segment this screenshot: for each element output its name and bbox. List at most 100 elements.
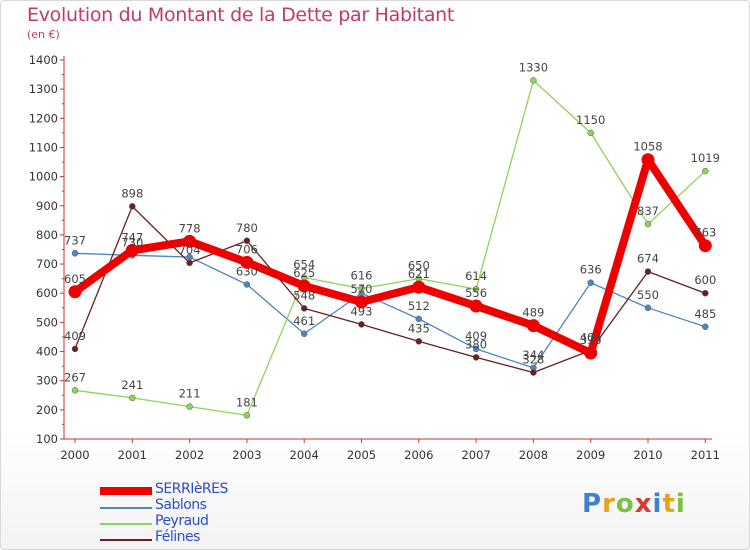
y-tick-label: 1400 [29,53,58,67]
data-point-felines [300,305,308,312]
data-label-peyraud: 837 [637,204,659,218]
y-tick-label: 700 [36,257,58,271]
data-label-peyraud: 1019 [691,151,720,165]
data-label-serrieres: 489 [522,306,544,320]
data-point-serrieres [297,279,311,293]
data-point-felines [243,237,251,245]
data-label-peyraud: 241 [121,378,143,392]
x-tick-label: 2005 [347,448,376,462]
data-point-serrieres [125,243,139,257]
data-label-felines: 328 [522,353,544,367]
data-point-sablons [587,279,594,286]
y-tick-label: 100 [36,432,58,446]
proxiti-logo: Proxiti [582,489,686,519]
logo-letter: o [615,489,635,519]
y-tick-label: 900 [36,199,58,213]
data-label-felines: 493 [351,304,373,318]
data-label-felines: 704 [179,243,201,257]
data-point-peyraud [702,167,709,175]
data-label-felines: 409 [64,329,86,343]
data-point-serrieres [641,153,655,167]
x-tick-label: 2010 [633,448,662,462]
data-label-felines: 548 [293,288,315,302]
data-label-sablons: 730 [121,235,143,249]
legend-label-sablons: Sablons [155,497,207,513]
data-point-peyraud [129,394,136,402]
legend: SERRIèRES Sablons Peyraud Félines [100,481,360,548]
data-label-serrieres: 1058 [633,140,662,154]
data-point-sablons [243,281,251,288]
logo-letter: x [634,489,653,519]
logo-letter: i [675,489,686,519]
data-point-felines [358,321,365,328]
data-point-sablons [71,250,79,257]
legend-swatch-peyraud [100,523,152,525]
data-label-serrieres: 763 [694,226,716,240]
data-point-felines [644,268,652,275]
data-label-felines: 600 [694,273,716,287]
data-point-serrieres [412,280,426,294]
data-point-serrieres [68,285,82,299]
data-point-peyraud [644,220,652,228]
logo-letter: t [662,489,676,519]
data-label-felines: 674 [637,252,659,266]
data-point-felines [530,369,537,376]
x-tick-label: 2000 [60,448,89,462]
y-tick-label: 500 [36,315,58,329]
data-label-peyraud: 181 [236,395,258,409]
x-tick-label: 2007 [461,448,490,462]
legend-item-felines: Félines [100,529,360,548]
data-point-peyraud [472,285,480,293]
data-label-sablons: 737 [64,233,86,247]
data-label-serrieres: 570 [351,282,373,296]
data-label-serrieres: 605 [64,272,86,286]
data-point-serrieres [584,346,598,360]
y-tick-label: 600 [36,286,58,300]
y-tick-label: 1300 [29,82,58,96]
data-point-felines [129,203,136,210]
x-tick-label: 2011 [691,448,720,462]
data-label-sablons: 512 [408,299,430,313]
data-label-serrieres: 706 [236,242,258,256]
logo-letter: P [582,489,603,519]
data-label-sablons: 485 [694,307,716,321]
chart-subtitle: (en €) [27,28,60,41]
data-label-felines: 404 [580,330,602,344]
x-tick-label: 2002 [175,448,204,462]
data-label-sablons: 550 [637,288,659,302]
data-label-felines: 780 [236,221,258,235]
x-tick-label: 2001 [118,448,147,462]
data-label-sablons: 630 [236,264,258,278]
series-line-felines [74,205,706,374]
data-label-sablons: 344 [522,348,544,362]
y-tick-label: 1000 [29,170,58,184]
legend-label-serrieres: SERRIèRES [155,481,228,497]
data-point-felines [186,259,193,267]
data-point-peyraud [243,412,251,419]
legend-item-peyraud: Peyraud [100,513,360,532]
data-label-peyraud: 654 [293,257,315,271]
x-tick-label: 2003 [232,448,261,462]
data-point-felines [71,345,79,353]
data-label-serrieres: 625 [293,266,315,280]
x-tick-label: 2004 [290,448,319,462]
y-tick-label: 400 [36,345,58,359]
data-point-serrieres [698,239,712,253]
legend-label-felines: Félines [155,529,200,545]
x-tick-label: 2009 [576,448,605,462]
data-point-peyraud [186,403,193,410]
data-point-felines [415,338,423,345]
legend-item-sablons: Sablons [100,497,360,516]
data-point-serrieres [526,319,540,333]
series-line-serrieres [71,155,710,357]
data-point-felines [702,289,709,297]
logo-letter: i [652,489,663,519]
data-point-peyraud [587,129,594,137]
data-point-serrieres [355,295,368,309]
legend-swatch-felines [100,539,152,541]
legend-swatch-sablons [100,507,152,509]
data-point-sablons [644,304,652,312]
y-tick-label: 1200 [29,111,58,125]
data-label-serrieres: 395 [580,333,602,347]
